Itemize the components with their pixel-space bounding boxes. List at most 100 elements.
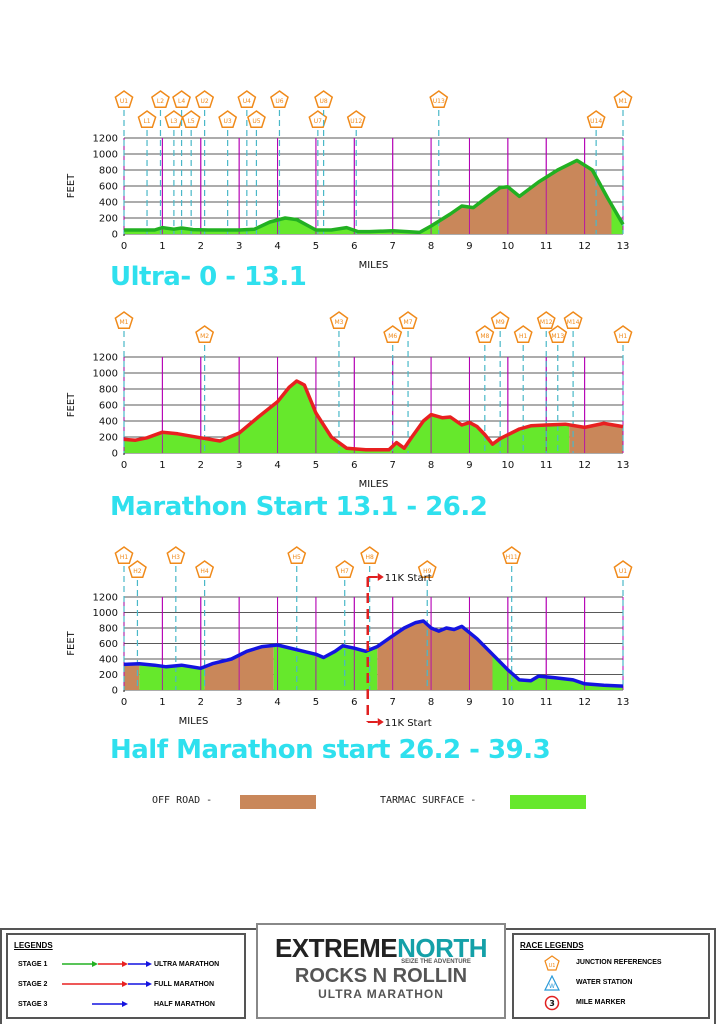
tarmac-legend-label: TARMAC SURFACE -: [380, 795, 477, 806]
junction-label: U6: [275, 98, 283, 105]
x-tick-label: 7: [390, 697, 396, 708]
junction-label: H11: [506, 554, 518, 561]
y-axis-title: FEET: [66, 173, 77, 198]
junction-marker-icon: [314, 90, 334, 109]
y-tick-label: 0: [112, 449, 118, 460]
junction-label: L2: [157, 98, 164, 105]
junction-pentagon-icon: U1: [544, 955, 560, 971]
junction-label: M8: [480, 333, 489, 340]
junction-label: U8: [319, 98, 327, 105]
off-road-legend-label: OFF ROAD -: [152, 795, 213, 806]
junction-marker-icon: [398, 311, 418, 330]
x-tick-label: 4: [274, 697, 280, 708]
legend-stage1: STAGE 1: [18, 961, 48, 968]
x-tick-label: 6: [351, 241, 357, 252]
x-tick-label: 1: [159, 241, 165, 252]
junction-label: M1: [120, 319, 129, 326]
x-tick-label: 8: [428, 241, 434, 252]
junction-marker-icon: [218, 110, 238, 129]
stage2-arrows: [62, 981, 152, 987]
junction-label: H2: [133, 568, 142, 575]
junction-label: H1: [519, 333, 528, 340]
stage1-arrows: [62, 961, 152, 967]
junction-label: M12: [540, 319, 553, 326]
junction-marker-icon: [613, 325, 633, 344]
junction-label: U7: [314, 118, 322, 125]
x-tick-label: 6: [351, 697, 357, 708]
y-tick-label: 1200: [93, 353, 118, 364]
junction-label: H7: [341, 568, 350, 575]
junction-marker-icon: [172, 90, 191, 109]
x-tick-label: 4: [274, 460, 280, 471]
junction-label: M3: [334, 319, 343, 326]
ultra-elevation-chart: 0 200 400 600 800 1000 1200 U1 L1 L2 L3 L4 L5 U2 U3 U4 U…: [66, 90, 633, 270]
junction-marker-icon: [195, 325, 215, 344]
y-tick-label: 1000: [93, 150, 118, 161]
x-axis-title: MILES: [359, 260, 389, 270]
junction-marker-icon: [502, 546, 522, 565]
junction-marker-icon: [195, 90, 215, 109]
x-tick-label: 10: [501, 697, 514, 708]
junction-marker-icon: [586, 110, 606, 129]
junction-label: M9: [496, 319, 505, 326]
junction-label: H5: [293, 554, 302, 561]
elevation-line: [124, 158, 625, 235]
off-road-swatch: [240, 795, 316, 809]
junction-label: U12: [350, 118, 362, 125]
x-tick-label: 3: [236, 460, 242, 471]
start-arrowhead-top: [377, 573, 384, 581]
half-marathon-elevation-chart: 0 200 400 600 800 1000 1200 H1 H2 H3 H4 H5 H7 H8 H9 H11…: [66, 546, 633, 729]
junction-marker-icon: [490, 311, 510, 330]
junction-marker-icon: [475, 325, 495, 344]
junction-label: U3: [224, 118, 232, 125]
race-legend-mile: MILE MARKER: [576, 999, 626, 1006]
junction-label: M7: [404, 319, 413, 326]
footer-right-border: [714, 928, 716, 1024]
x-tick-label: 5: [313, 241, 319, 252]
junction-marker-icon: [513, 325, 533, 344]
water-station-icon: W: [544, 975, 560, 991]
x-tick-label: 11: [540, 460, 553, 471]
svg-text:W: W: [549, 983, 555, 990]
x-tick-label: 5: [313, 460, 319, 471]
x-tick-label: 8: [428, 460, 434, 471]
x-tick-label: 6: [351, 460, 357, 471]
junction-label: L3: [170, 118, 177, 125]
junction-marker-icon: [536, 311, 556, 330]
junction-label: M1: [619, 98, 628, 105]
logo-tagline: SEIZE THE ADVENTURE: [401, 959, 471, 965]
x-tick-label: 4: [274, 241, 280, 252]
legend-full-label: FULL MARATHON: [154, 981, 215, 988]
x-tick-label: 12: [578, 460, 591, 471]
y-tick-label: 1200: [93, 134, 118, 145]
half-marathon-title: Half Marathon start 26.2 - 39.3: [110, 735, 551, 765]
junction-marker-icon: [166, 546, 186, 565]
junction-label: U1: [120, 98, 128, 105]
junction-label: M6: [388, 333, 397, 340]
x-tick-label: 0: [121, 697, 127, 708]
junction-label: H3: [172, 554, 181, 561]
junction-marker-icon: [151, 90, 170, 109]
junction-marker-icon: [287, 546, 307, 565]
legend-stage2: STAGE 2: [18, 981, 48, 988]
junction-label: L5: [188, 118, 195, 125]
junction-label: U13: [433, 98, 445, 105]
x-tick-label: 12: [578, 241, 591, 252]
marathon-elevation-chart: 0 200 400 600 800 1000 1200 M1 M2 M3 M6 M7 M8 M9 H1 M12…: [66, 311, 633, 490]
y-tick-label: 1200: [93, 593, 118, 604]
y-tick-label: 0: [112, 230, 118, 241]
start-arrowhead-bottom: [377, 718, 384, 726]
x-tick-label: 9: [466, 460, 472, 471]
junction-marker-icon: [128, 560, 147, 579]
junction-label: L1: [143, 118, 150, 125]
junction-marker-icon: [114, 311, 134, 330]
x-tick-label: 2: [198, 460, 204, 471]
x-tick-label: 9: [466, 697, 472, 708]
x-tick-label: 0: [121, 460, 127, 471]
junction-label: U5: [252, 118, 260, 125]
junction-marker-icon: [270, 90, 289, 109]
junction-marker-icon: [613, 90, 633, 109]
start-label-top: 11K Start: [385, 573, 432, 584]
junction-marker-icon: [563, 311, 583, 330]
junction-marker-icon: [247, 110, 266, 129]
